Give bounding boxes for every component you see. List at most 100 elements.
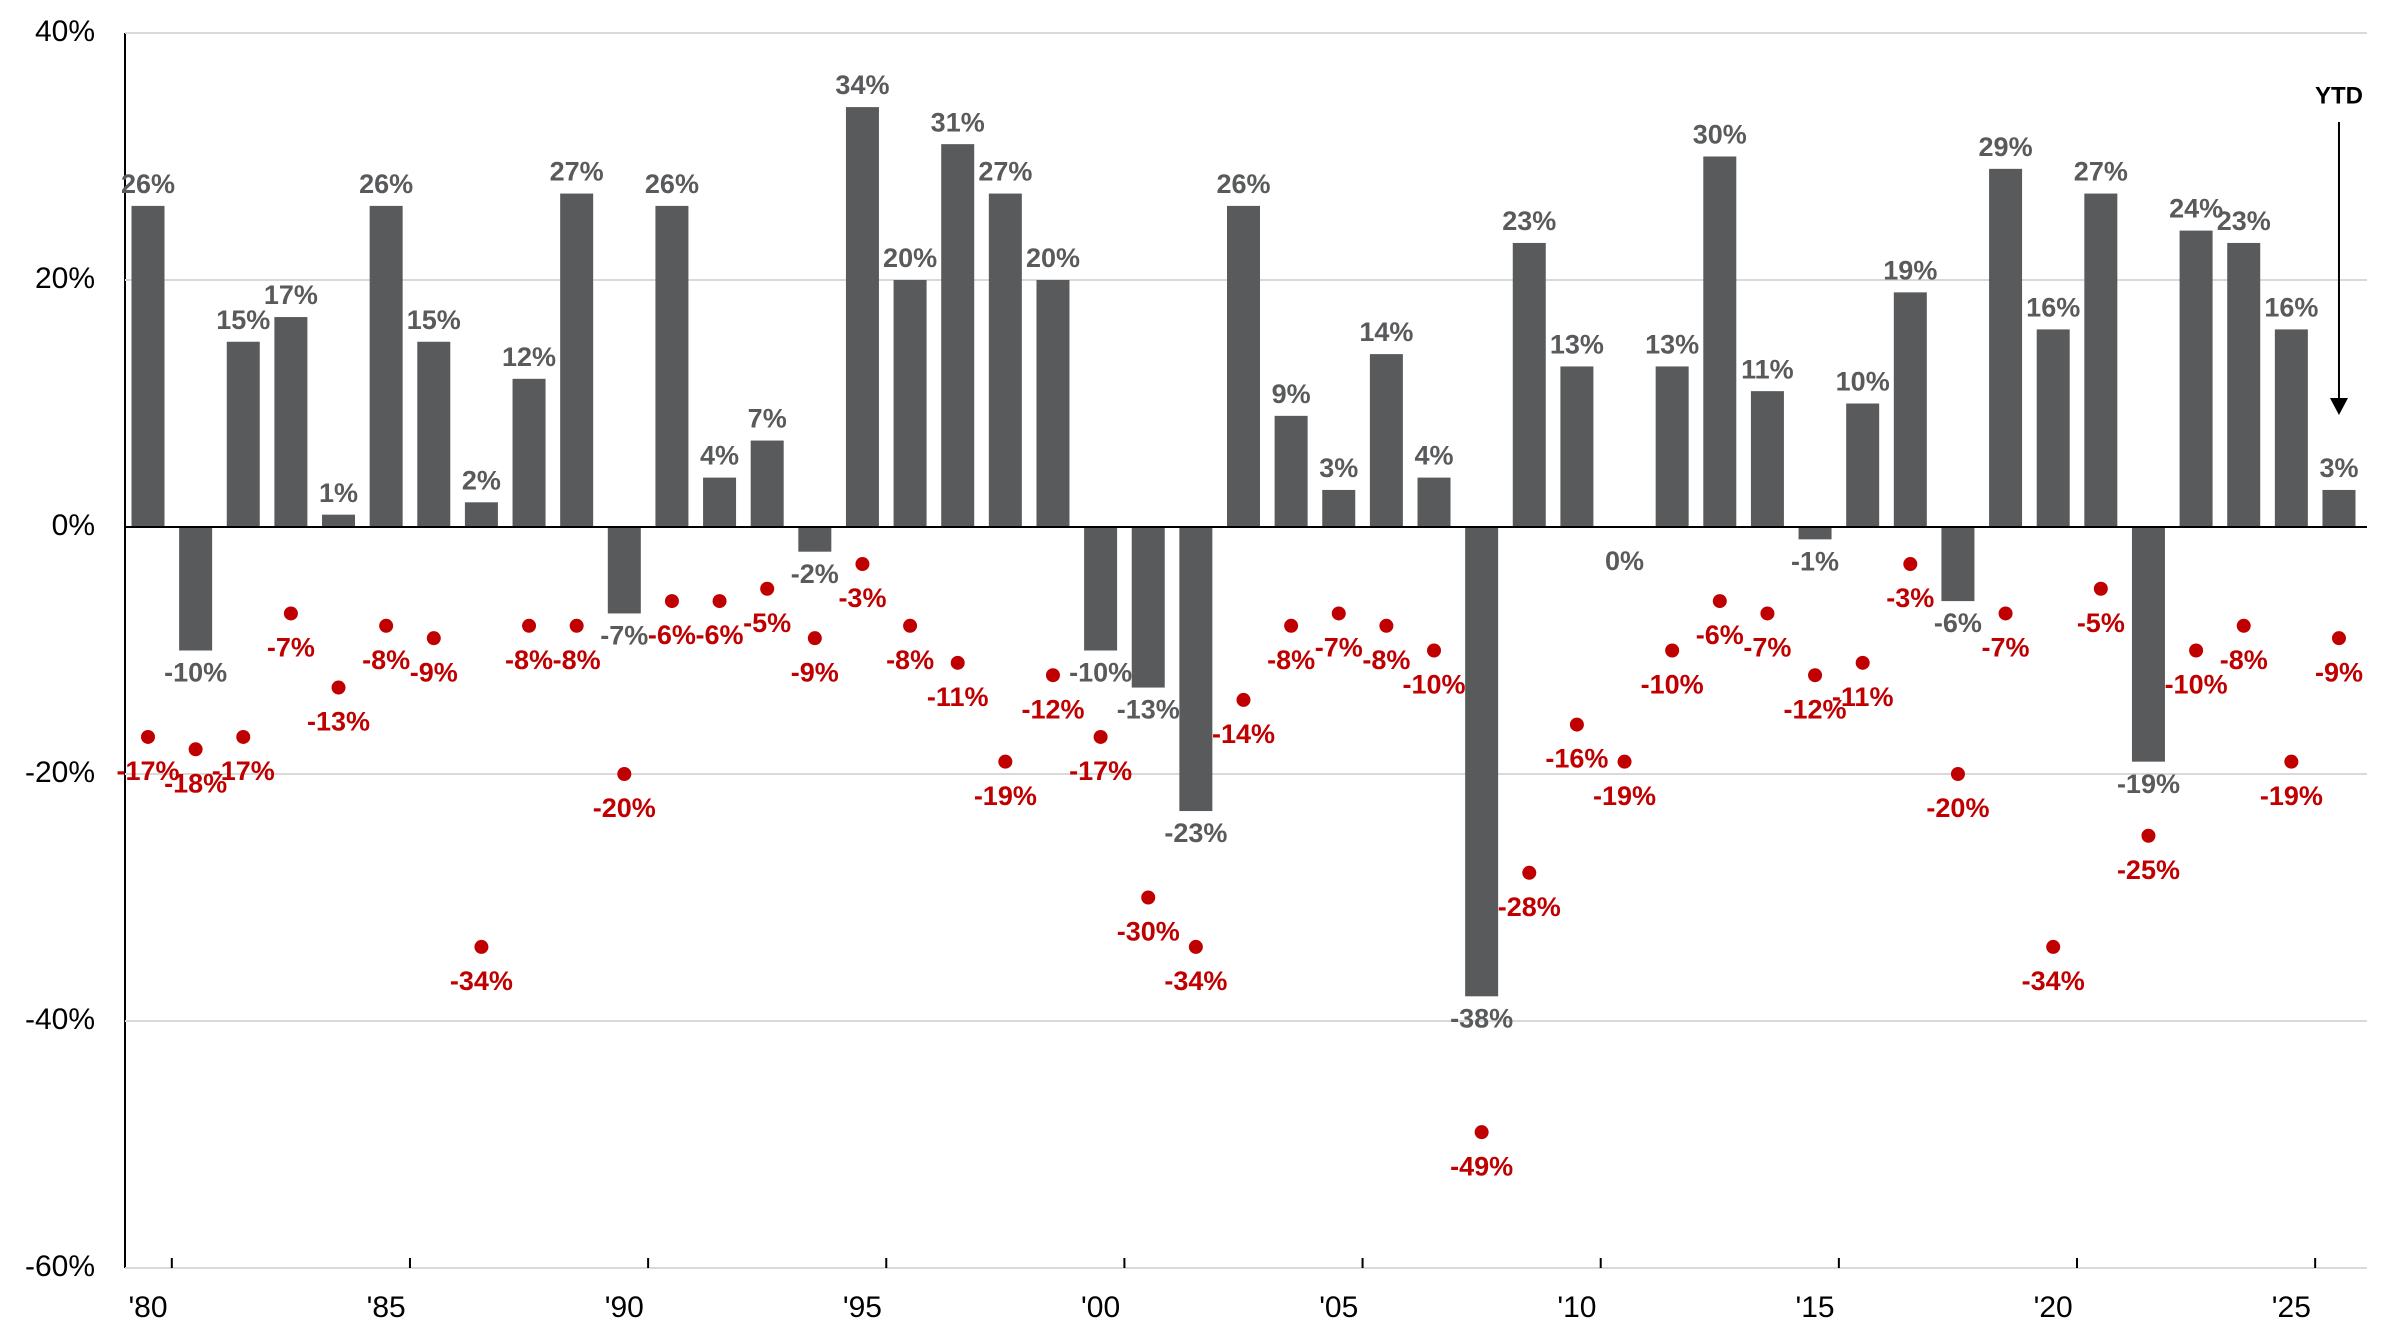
- bar-label: 20%: [1026, 243, 1080, 273]
- decline-label: -8%: [1362, 645, 1410, 675]
- decline-label: -3%: [838, 583, 886, 613]
- decline-dot: [855, 557, 870, 572]
- bar-label: 27%: [550, 157, 604, 187]
- bar-label: 19%: [1883, 255, 1937, 285]
- decline-dot: [950, 655, 965, 670]
- bar: [1274, 415, 1308, 527]
- decline-label: -8%: [2220, 645, 2268, 675]
- decline-dot: [2236, 618, 2251, 633]
- bar: [893, 280, 927, 527]
- bar: [1846, 403, 1880, 527]
- decline-label: -49%: [1450, 1151, 1513, 1181]
- decline-label: -19%: [2260, 781, 2323, 811]
- bar: [1465, 527, 1499, 997]
- y-tick-label: 20%: [35, 262, 95, 295]
- bar-label: 29%: [1979, 132, 2033, 162]
- bar-label: -10%: [164, 658, 227, 688]
- bar: [2131, 527, 2165, 762]
- bar-label: -10%: [1069, 658, 1132, 688]
- bar: [2227, 242, 2261, 527]
- decline-dot: [2284, 754, 2299, 769]
- decline-dot: [2189, 643, 2204, 658]
- decline-dot: [1522, 865, 1537, 880]
- decline-dot: [760, 581, 775, 596]
- bar: [1893, 292, 1927, 527]
- bar-label: 3%: [1319, 453, 1358, 483]
- y-tick-label: -60%: [25, 1250, 95, 1283]
- bar-label: 15%: [407, 305, 461, 335]
- decline-dot: [1474, 1125, 1489, 1140]
- bar-label: 15%: [216, 305, 270, 335]
- decline-dot: [1331, 606, 1346, 621]
- bar-label: -23%: [1164, 818, 1227, 848]
- decline-label: -6%: [648, 620, 696, 650]
- bar-label: 4%: [700, 441, 739, 471]
- bar: [1179, 527, 1213, 812]
- decline-dot: [807, 631, 822, 646]
- decline-label: -28%: [1498, 892, 1561, 922]
- decline-label: -10%: [1402, 670, 1465, 700]
- decline-label: -12%: [1784, 694, 1847, 724]
- bar: [1084, 527, 1118, 651]
- x-tick-label: '15: [1795, 1291, 1834, 1324]
- decline-label: -11%: [927, 682, 989, 712]
- decline-label: -7%: [1315, 633, 1363, 663]
- bar-label: 16%: [2264, 293, 2318, 323]
- bar-label: -7%: [600, 621, 648, 651]
- bar: [1655, 366, 1689, 527]
- decline-label: -18%: [164, 768, 227, 798]
- decline-dot: [379, 618, 394, 633]
- bar-label: 26%: [1216, 169, 1270, 199]
- bar: [607, 527, 641, 614]
- decline-dot: [617, 767, 632, 781]
- bar: [1989, 168, 2023, 527]
- x-tick-label: '10: [1557, 1291, 1596, 1324]
- bar-label: 20%: [883, 243, 937, 273]
- bar: [1750, 391, 1784, 527]
- decline-label: -10%: [2165, 670, 2228, 700]
- decline-dot: [1236, 692, 1251, 707]
- decline-label: -5%: [2077, 608, 2125, 638]
- bar: [322, 514, 356, 527]
- bar: [2322, 489, 2356, 527]
- bar-label: 27%: [2074, 157, 2128, 187]
- bar-label: -1%: [1791, 546, 1839, 576]
- decline-dot: [1427, 643, 1442, 658]
- decline-label: -19%: [1593, 781, 1656, 811]
- bar-label: 14%: [1359, 317, 1413, 347]
- bar-label: 13%: [1550, 330, 1604, 360]
- bar-label: 3%: [2319, 453, 2358, 483]
- decline-dot: [283, 606, 298, 621]
- bar-label: 13%: [1645, 330, 1699, 360]
- bar: [226, 341, 260, 527]
- decline-label: -17%: [212, 756, 275, 786]
- bar-label: -19%: [2117, 769, 2180, 799]
- decline-dot: [1760, 606, 1775, 621]
- bar-label: 16%: [2026, 293, 2080, 323]
- x-tick-label: '00: [1081, 1291, 1120, 1324]
- decline-dot: [1284, 618, 1299, 633]
- decline-label: -20%: [593, 793, 656, 823]
- bar-label: 26%: [645, 169, 699, 199]
- decline-label: -30%: [1117, 917, 1180, 947]
- bar: [464, 502, 498, 527]
- decline-dot: [236, 729, 251, 744]
- bar-label: -13%: [1117, 695, 1180, 725]
- bar-label: 23%: [2217, 206, 2271, 236]
- bar-label: 26%: [359, 169, 413, 199]
- decline-dot: [1950, 767, 1965, 781]
- decline-dot: [903, 618, 918, 633]
- bar: [750, 440, 784, 527]
- decline-dot: [1045, 668, 1060, 683]
- decline-label: -8%: [553, 645, 601, 675]
- bar-label: 24%: [2169, 194, 2223, 224]
- bar-label: 31%: [931, 107, 985, 137]
- bar-label: 7%: [748, 404, 787, 434]
- y-tick-label: -40%: [25, 1003, 95, 1036]
- x-tick-label: '95: [843, 1291, 882, 1324]
- bar: [2179, 230, 2213, 527]
- bar: [845, 107, 879, 527]
- decline-label: -3%: [1886, 583, 1934, 613]
- bar-label: 12%: [502, 342, 556, 372]
- decline-label: -19%: [974, 781, 1037, 811]
